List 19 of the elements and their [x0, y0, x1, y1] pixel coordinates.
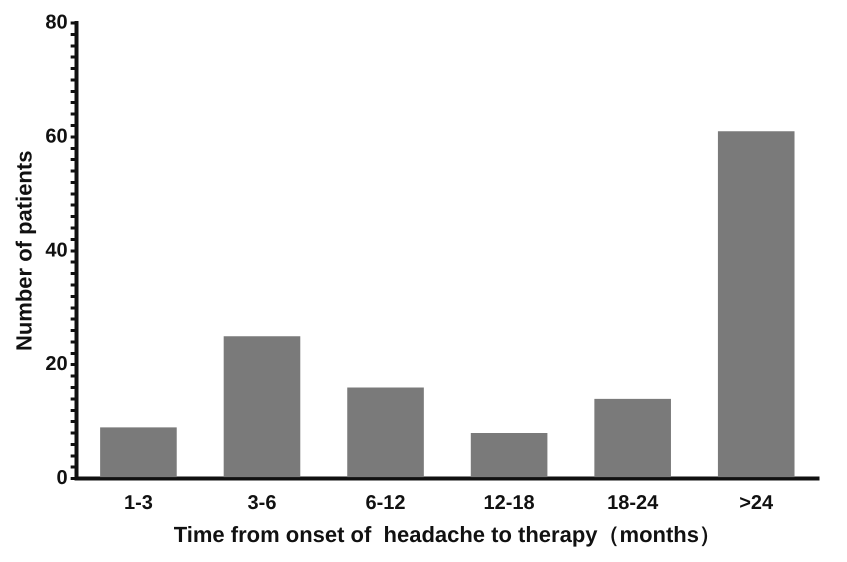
x-tick-label: >24	[739, 492, 774, 514]
bar	[347, 387, 424, 478]
bar	[224, 336, 300, 478]
x-axis-title: Time from onset of headache to therapy（months）	[174, 522, 721, 547]
y-axis-title: Number of patients	[11, 150, 36, 352]
y-tick-label: 60	[45, 125, 68, 148]
bar	[100, 427, 177, 478]
x-tick-label: 1-3	[124, 492, 153, 514]
y-tick-label: 40	[45, 239, 68, 262]
x-tick-label: 12-18	[484, 492, 535, 514]
bar	[718, 131, 795, 478]
bar	[594, 398, 671, 478]
x-tick-label: 3-6	[248, 492, 276, 514]
bar	[470, 433, 548, 478]
y-tick-label: 20	[45, 353, 68, 376]
y-tick-label: 0	[56, 467, 68, 490]
x-tick-label: 6-12	[366, 492, 406, 514]
y-tick-label: 80	[45, 12, 68, 34]
x-tick-label: 18-24	[607, 492, 660, 514]
